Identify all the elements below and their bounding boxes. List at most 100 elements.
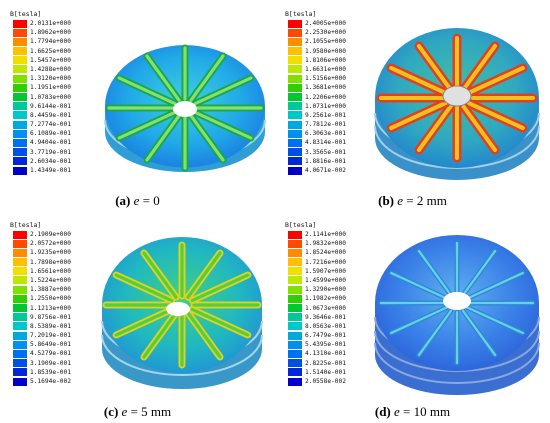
panel-b: B[tesla] 2.4005e+000 2.2530e+000 2.1055e+0… — [275, 0, 550, 211]
legend-swatch — [288, 230, 302, 239]
legend-swatch — [288, 285, 302, 294]
legend-value: 1.4288e+000 — [30, 65, 71, 73]
legend-value: 1.9832e+000 — [305, 240, 346, 248]
legend-swatch — [13, 258, 27, 267]
legend-row: 1.7794e+000 — [10, 37, 100, 46]
legend-row: 1.1982e+000 — [285, 294, 375, 303]
caption-label: (d) — [374, 404, 391, 419]
legend-swatch — [288, 377, 302, 386]
legend-value: 4.1310e-001 — [305, 350, 346, 358]
legend-row: 1.5224e+000 — [10, 276, 100, 285]
legend-swatch — [13, 166, 27, 175]
legend-row: 6.7479e-001 — [285, 331, 375, 340]
legend-swatch — [288, 138, 302, 147]
legend-value: 8.4459e-001 — [30, 111, 71, 119]
legend-row: 1.0731e+000 — [285, 102, 375, 111]
legend-swatch — [288, 120, 302, 129]
legend-swatch — [13, 304, 27, 312]
legend-swatch — [288, 248, 302, 257]
legend-swatch — [288, 148, 302, 157]
rotor-field-plot — [374, 28, 540, 180]
legend-value: 2.2530e+000 — [305, 29, 346, 37]
field-spoke — [142, 251, 178, 299]
legend-swatch — [13, 74, 27, 83]
legend-row: 1.3681e+000 — [285, 83, 375, 92]
legend-value: 1.8106e+000 — [305, 56, 346, 64]
legend-value: 4.5279e-001 — [30, 350, 71, 358]
legend-swatch — [13, 294, 27, 303]
legend-value: 6.1089e-001 — [30, 130, 71, 138]
legend-row: 1.7216e+000 — [285, 258, 375, 267]
legend-row: 1.9832e+000 — [285, 239, 375, 248]
legend-swatch — [13, 340, 27, 349]
legend-value: 8.0563e-001 — [305, 322, 346, 330]
legend-swatch — [288, 239, 302, 248]
legend-title: B[tesla] — [10, 10, 42, 18]
field-spoke — [465, 65, 525, 96]
legend-value: 5.8649e-001 — [30, 341, 71, 349]
legend-row: 1.0673e+000 — [285, 304, 375, 313]
legend-value: 1.6561e+000 — [30, 267, 71, 275]
legend-swatch — [13, 285, 27, 294]
field-spoke — [460, 103, 498, 152]
legend-value: 1.8816e-001 — [305, 157, 346, 165]
legend-swatch — [288, 313, 302, 322]
legend-value: 1.9580e+000 — [305, 47, 346, 55]
legend-value: 1.6631e+000 — [305, 65, 346, 73]
field-spoke — [193, 76, 253, 106]
legend-swatch — [288, 56, 302, 65]
legend-value: 1.5907e+000 — [305, 267, 346, 275]
legend-swatch — [13, 368, 27, 377]
field-spoke — [190, 307, 250, 337]
caption: (b) e = 2 mm — [275, 193, 550, 209]
legend-swatch — [288, 368, 302, 377]
legend-row: 7.2774e-001 — [10, 120, 100, 129]
legend-swatch — [13, 276, 27, 285]
rotor-field-plot — [104, 44, 266, 172]
legend-value: 1.5457e+000 — [30, 56, 71, 64]
legend-row: 2.1055e+000 — [285, 37, 375, 46]
field-spoke — [114, 273, 174, 303]
legend-row: 2.1141e+000 — [285, 230, 375, 239]
legend-value: 1.1982e+000 — [305, 295, 346, 303]
legend-value: 3.7719e-001 — [30, 148, 71, 156]
caption: (a) e = 0 — [0, 193, 275, 209]
field-spoke — [193, 110, 253, 140]
legend-value: 9.8756e-001 — [30, 313, 71, 321]
legend-value: 2.1141e+000 — [305, 231, 346, 238]
legend-row: 2.0131e+000 — [10, 19, 100, 28]
legend-value: 1.5224e+000 — [30, 276, 71, 284]
field-spoke — [117, 110, 177, 140]
legend-row: 1.4288e+000 — [10, 65, 100, 74]
legend-value: 1.6625e+000 — [30, 47, 71, 55]
legend-row: 2.8225e-001 — [285, 359, 375, 368]
caption-label: (b) — [378, 193, 395, 208]
field-spoke — [460, 44, 498, 93]
legend-value: 1.7216e+000 — [305, 258, 346, 266]
legend-row: 1.8816e-001 — [285, 157, 375, 166]
legend-title: B[tesla] — [10, 221, 42, 229]
field-spoke — [186, 251, 222, 299]
legend-swatch — [288, 129, 302, 138]
rotor-field-plot — [374, 235, 540, 395]
legend-value: 2.8225e-001 — [305, 359, 346, 367]
legend-swatch — [288, 294, 302, 303]
caption: (c) e = 5 mm — [0, 404, 275, 420]
legend-value: 2.1909e+000 — [30, 231, 71, 238]
legend-row: 8.5389e-001 — [10, 322, 100, 331]
legend-row: 1.2206e+000 — [285, 93, 375, 102]
color-legend: B[tesla] 2.0131e+000 1.8962e+000 1.7794e+0… — [10, 10, 100, 175]
caption-value: = 10 mm — [399, 404, 451, 419]
legend-row: 1.5457e+000 — [10, 56, 100, 65]
legend-row: 1.9235e+000 — [10, 248, 100, 257]
legend-row: 6.1089e-001 — [10, 129, 100, 138]
legend-row: 7.7812e-001 — [285, 120, 375, 129]
legend-value: 1.8962e+000 — [30, 29, 71, 37]
legend-value: 2.1055e+000 — [305, 38, 346, 46]
legend-value: 7.2019e-001 — [30, 332, 71, 340]
legend-value: 2.0572e+000 — [30, 240, 71, 248]
legend-row: 1.0783e+000 — [10, 93, 100, 102]
caption-variable: e — [397, 193, 404, 208]
legend-row: 2.0558e-002 — [285, 377, 375, 386]
legend-value: 1.3120e+000 — [30, 75, 71, 83]
